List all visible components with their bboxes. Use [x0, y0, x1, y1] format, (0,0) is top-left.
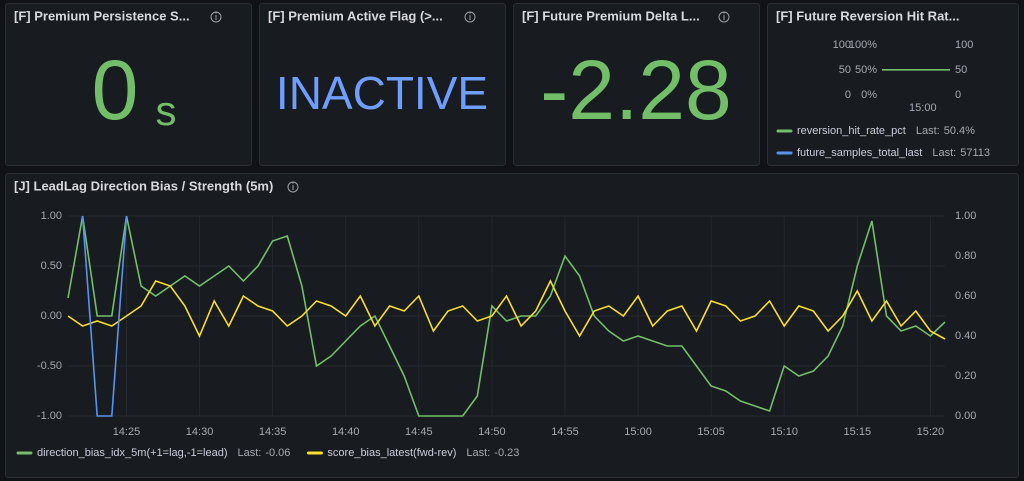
- legend-last-label: Last:: [466, 447, 490, 459]
- info-icon[interactable]: [464, 11, 476, 23]
- y-tick-label: 50%: [855, 64, 877, 76]
- legend-last-value: -0.06: [265, 447, 290, 459]
- legend-last-value: -0.23: [494, 447, 519, 459]
- panel: [5, 173, 1019, 478]
- stat-value: -2.28: [540, 43, 731, 137]
- panel: [513, 3, 760, 166]
- series-line: [81, 215, 128, 417]
- stat-value: INACTIVE: [276, 67, 488, 119]
- panel-title: [F] Future Reversion Hit Rat...: [776, 8, 959, 23]
- x-tick-label: 15:00: [909, 102, 937, 114]
- y-tick-label: -0.50: [37, 360, 62, 372]
- series-line: [67, 279, 946, 340]
- panel-title: [J] LeadLag Direction Bias / Strength (5…: [14, 178, 273, 193]
- y-tick-label: 0: [955, 89, 961, 101]
- y-tick-label: 1.00: [955, 210, 976, 222]
- y-tick-label: 50: [839, 64, 851, 76]
- series-line: [67, 215, 946, 417]
- y-tick-label: 0.20: [955, 370, 976, 382]
- x-tick-label: 15:15: [844, 426, 872, 438]
- legend-last-label: Last:: [916, 125, 940, 137]
- y-tick-label: 0.50: [41, 260, 62, 272]
- legend-last-label: Last:: [237, 447, 261, 459]
- legend-last-value: 57113: [960, 147, 990, 159]
- legend-last-label: Last:: [932, 147, 956, 159]
- y-tick-label: 0.00: [41, 310, 62, 322]
- legend-last-value: 50.4%: [944, 125, 975, 137]
- panel-title: [F] Premium Persistence S...: [14, 8, 190, 23]
- x-tick-label: 14:35: [259, 426, 287, 438]
- info-icon[interactable]: [210, 11, 222, 23]
- panel-title: [F] Future Premium Delta L...: [522, 8, 700, 23]
- y-tick-label: 0.80: [955, 250, 976, 262]
- y-tick-label: 0.40: [955, 330, 976, 342]
- y-tick-label: 0: [845, 89, 851, 101]
- x-tick-label: 15:05: [697, 426, 725, 438]
- x-tick-label: 15:20: [917, 426, 945, 438]
- y-tick-label: 50: [955, 64, 967, 76]
- x-tick-label: 14:25: [113, 426, 141, 438]
- y-tick-label: -1.00: [37, 410, 62, 422]
- panel: [5, 3, 252, 166]
- x-tick-label: 14:55: [551, 426, 579, 438]
- x-tick-label: 14:30: [186, 426, 214, 438]
- info-icon[interactable]: [718, 11, 730, 23]
- panel: [767, 3, 1019, 166]
- y-tick-label: 100: [833, 39, 851, 51]
- x-tick-label: 15:10: [770, 426, 798, 438]
- y-tick-label: 100%: [849, 39, 877, 51]
- x-tick-label: 14:45: [405, 426, 433, 438]
- y-tick-label: 100: [955, 39, 973, 51]
- panel: [259, 3, 506, 166]
- legend-label: score_bias_latest(fwd-rev): [327, 447, 456, 459]
- y-tick-label: 0.60: [955, 290, 976, 302]
- x-tick-label: 14:50: [478, 426, 506, 438]
- x-tick-label: 14:40: [332, 426, 360, 438]
- x-tick-label: 15:00: [624, 426, 652, 438]
- stat-value: 0: [92, 43, 139, 137]
- info-icon[interactable]: [287, 181, 299, 193]
- stat-unit: s: [156, 87, 177, 134]
- legend-label: direction_bias_idx_5m(+1=lag,-1=lead): [37, 447, 227, 459]
- y-tick-label: 0%: [861, 89, 877, 101]
- y-tick-label: 1.00: [41, 210, 62, 222]
- panel-title: [F] Premium Active Flag (>...: [268, 8, 443, 23]
- legend-label: future_samples_total_last: [797, 147, 922, 159]
- legend-label: reversion_hit_rate_pct: [797, 125, 906, 137]
- y-tick-label: 0.00: [955, 410, 976, 422]
